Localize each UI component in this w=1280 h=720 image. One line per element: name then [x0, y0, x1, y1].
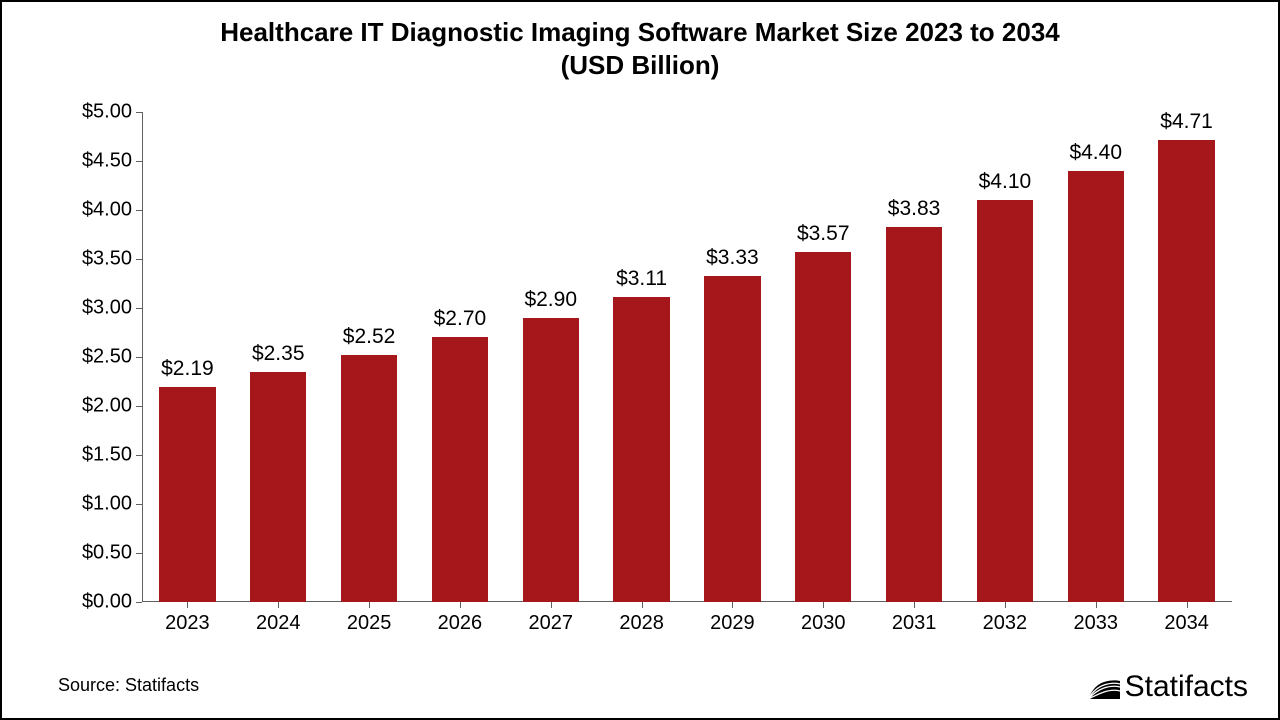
y-axis-tick-mark — [136, 259, 142, 260]
x-axis-tick-label: 2029 — [710, 612, 755, 635]
bar: $2.19 — [159, 387, 215, 602]
x-axis-tick-mark — [642, 602, 643, 608]
bar-value-label: $4.71 — [1160, 110, 1213, 134]
chart-plot-area: $0.00$0.50$1.00$1.50$2.00$2.50$3.00$3.50… — [142, 112, 1232, 602]
y-axis-tick-mark — [136, 504, 142, 505]
y-axis-tick-mark — [136, 553, 142, 554]
brand-name: Statifacts — [1125, 670, 1248, 704]
bar: $2.70 — [432, 337, 488, 602]
x-axis-tick-mark — [369, 602, 370, 608]
y-axis-tick-label: $1.50 — [42, 444, 142, 467]
bar-value-label: $3.83 — [888, 197, 941, 221]
bar: $4.40 — [1068, 171, 1124, 602]
x-axis-tick-mark — [823, 602, 824, 608]
bar: $2.35 — [250, 372, 306, 602]
x-axis-tick-label: 2028 — [619, 612, 664, 635]
x-axis-tick-mark — [551, 602, 552, 608]
chart-title-line1: Healthcare IT Diagnostic Imaging Softwar… — [2, 16, 1278, 49]
bar-value-label: $4.40 — [1069, 141, 1122, 165]
bar: $3.83 — [886, 227, 942, 602]
x-axis-tick-mark — [1096, 602, 1097, 608]
x-axis-tick-mark — [278, 602, 279, 608]
x-axis-tick-label: 2024 — [256, 612, 301, 635]
statifacts-icon — [1087, 672, 1121, 702]
y-axis-tick-label: $3.00 — [42, 297, 142, 320]
y-axis-line — [142, 112, 143, 602]
y-axis-tick-mark — [136, 602, 142, 603]
y-axis-tick-label: $2.50 — [42, 346, 142, 369]
y-axis-tick-mark — [136, 210, 142, 211]
x-axis-tick-mark — [460, 602, 461, 608]
bar-value-label: $2.19 — [161, 357, 214, 381]
bar-value-label: $3.33 — [706, 246, 759, 270]
bar: $2.90 — [523, 318, 579, 602]
y-axis-tick-mark — [136, 455, 142, 456]
y-axis-tick-label: $5.00 — [42, 101, 142, 124]
y-axis-tick-label: $4.50 — [42, 150, 142, 173]
x-axis-tick-mark — [1187, 602, 1188, 608]
brand-logo: Statifacts — [1087, 670, 1248, 704]
bar-value-label: $2.90 — [524, 288, 577, 312]
bar: $3.33 — [704, 276, 760, 602]
bar: $3.57 — [795, 252, 851, 602]
bar: $3.11 — [613, 297, 669, 602]
chart-title: Healthcare IT Diagnostic Imaging Softwar… — [2, 16, 1278, 81]
x-axis-tick-label: 2031 — [892, 612, 937, 635]
y-axis-tick-mark — [136, 112, 142, 113]
x-axis-tick-label: 2034 — [1164, 612, 1209, 635]
bar-value-label: $3.11 — [616, 267, 667, 291]
chart-container: Healthcare IT Diagnostic Imaging Softwar… — [0, 0, 1280, 720]
x-axis-tick-label: 2023 — [165, 612, 210, 635]
y-axis-tick-mark — [136, 357, 142, 358]
x-axis-tick-mark — [187, 602, 188, 608]
bar: $4.10 — [977, 200, 1033, 602]
bar-value-label: $2.35 — [252, 342, 305, 366]
x-axis-tick-mark — [1005, 602, 1006, 608]
x-axis-tick-mark — [732, 602, 733, 608]
y-axis-tick-label: $1.00 — [42, 493, 142, 516]
x-axis-tick-mark — [914, 602, 915, 608]
bar: $4.71 — [1158, 140, 1214, 602]
bar-value-label: $2.52 — [343, 325, 396, 349]
x-axis-tick-label: 2030 — [801, 612, 846, 635]
x-axis-tick-label: 2027 — [529, 612, 574, 635]
x-axis-tick-label: 2026 — [438, 612, 483, 635]
bar: $2.52 — [341, 355, 397, 602]
y-axis-tick-mark — [136, 161, 142, 162]
y-axis-tick-label: $3.50 — [42, 248, 142, 271]
y-axis-tick-mark — [136, 308, 142, 309]
x-axis-tick-label: 2033 — [1074, 612, 1119, 635]
x-axis-tick-label: 2032 — [983, 612, 1028, 635]
y-axis-tick-mark — [136, 406, 142, 407]
y-axis-tick-label: $2.00 — [42, 395, 142, 418]
source-label: Source: Statifacts — [58, 675, 199, 696]
bar-value-label: $3.57 — [797, 222, 850, 246]
y-axis-tick-label: $0.00 — [42, 591, 142, 614]
bar-value-label: $2.70 — [434, 307, 487, 331]
y-axis-tick-label: $0.50 — [42, 542, 142, 565]
x-axis-tick-label: 2025 — [347, 612, 392, 635]
bar-value-label: $4.10 — [979, 170, 1032, 194]
chart-title-line2: (USD Billion) — [2, 49, 1278, 82]
y-axis-tick-label: $4.00 — [42, 199, 142, 222]
